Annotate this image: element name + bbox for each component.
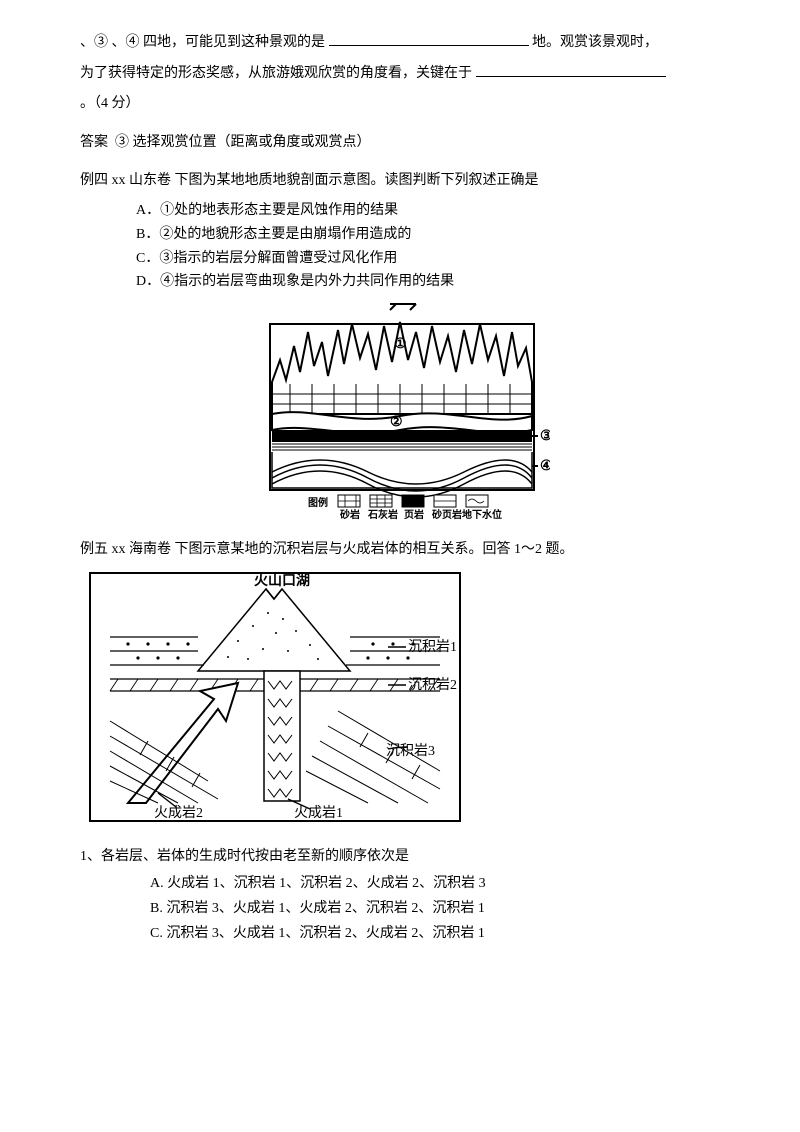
ex4-heading: 例四 xx 山东卷 下图为某地地质地貌剖面示意图。读图判断下列叙述正确是 xyxy=(80,168,720,195)
svg-text:石灰岩: 石灰岩 xyxy=(367,508,398,520)
ex5-label-crater: 火山口湖 xyxy=(254,573,310,589)
ex5-figure-wrap: 火山口湖 xyxy=(88,571,720,838)
blank-2[interactable] xyxy=(476,61,666,76)
answer-text: ③ 选择观赏位置（距离或角度或观赏点） xyxy=(115,135,371,150)
ex5-q1: 1、各岩层、岩体的生成时代按由老至新的顺序依次是 A. 火成岩 1、沉积岩 1、… xyxy=(80,844,720,946)
ex5-label-ign1: 火成岩1 xyxy=(294,805,343,821)
ex5-figure: 火山口湖 xyxy=(88,571,466,827)
ex4-option-d[interactable]: D．④指示的岩层弯曲现象是内外力共同作用的结果 xyxy=(136,270,720,294)
ex5-q1-option-a[interactable]: A. 火成岩 1、沉积岩 1、沉积岩 2、火成岩 2、沉积岩 3 xyxy=(150,871,720,896)
ex4-option-c[interactable]: C．③指示的岩层分解面曾遭受过风化作用 xyxy=(136,247,720,271)
ex5-q1-option-c[interactable]: C. 沉积岩 3、火成岩 1、沉积岩 2、火成岩 2、沉积岩 1 xyxy=(150,921,720,946)
answer-block: 答案 ③ 选择观赏位置（距离或角度或观赏点） xyxy=(80,130,720,157)
intro-text-2a: 为了获得特定的形态奖感，从旅游娥观欣赏的角度看，关键在于 xyxy=(80,66,472,81)
svg-text:砂页岩: 砂页岩 xyxy=(431,508,462,520)
ex4-marker-3: ③ xyxy=(540,429,550,444)
svg-text:地下水位: 地下水位 xyxy=(462,508,502,520)
ex4-option-b[interactable]: B．②处的地貌形态主要是由崩塌作用造成的 xyxy=(136,223,720,247)
ex5-label-sed2: 沉积岩2 xyxy=(408,677,457,693)
intro-line-2: 为了获得特定的形态奖感，从旅游娥观欣赏的角度看，关键在于 xyxy=(80,61,720,88)
intro-text-1a: 、③ 、④ 四地，可能见到这种景观的是 xyxy=(80,35,325,50)
ex5-label-ign2: 火成岩2 xyxy=(154,805,203,821)
intro-text-1b: 地。观赏该景观时， xyxy=(532,35,658,50)
ex5-label-sed3: 沉积岩3 xyxy=(386,743,435,759)
ex4-option-a[interactable]: A．①处的地表形态主要是风蚀作用的结果 xyxy=(136,199,720,223)
svg-text:砂岩: 砂岩 xyxy=(339,508,360,520)
answer-label: 答案 xyxy=(80,135,108,150)
ex5-label-sed1: 沉积岩1 xyxy=(408,639,457,655)
ex5-q1-option-b[interactable]: B. 沉积岩 3、火成岩 1、火成岩 2、沉积岩 2、沉积岩 1 xyxy=(150,896,720,921)
ex4-marker-4: ④ xyxy=(540,459,550,474)
ex5-q1-stem: 1、各岩层、岩体的生成时代按由老至新的顺序依次是 xyxy=(80,844,720,871)
svg-text:页岩: 页岩 xyxy=(404,508,424,520)
ex4-figure: ① ② ③ ④ 图例 砂岩 石灰岩 页岩 砂页岩 地下水位 xyxy=(250,302,550,520)
ex4-figure-wrap: ① ② ③ ④ 图例 砂岩 石灰岩 页岩 砂页岩 地下水位 xyxy=(80,302,720,531)
intro-line-3: 。（4 分） xyxy=(80,91,720,118)
ex4-marker-1: ① xyxy=(394,337,407,352)
ex4-options: A．①处的地表形态主要是风蚀作用的结果 B．②处的地貌形态主要是由崩塌作用造成的… xyxy=(80,199,720,294)
blank-1[interactable] xyxy=(329,31,529,46)
ex5-heading: 例五 xx 海南卷 下图示意某地的沉积岩层与火成岩体的相互关系。回答 1～2 题… xyxy=(80,537,720,564)
intro-line-1: 、③ 、④ 四地，可能见到这种景观的是 地。观赏该景观时， xyxy=(80,30,720,57)
ex4-marker-2: ② xyxy=(390,415,403,430)
intro-text-3: 。（4 分） xyxy=(80,96,140,111)
ex4-legend-title: 图例 xyxy=(308,496,328,509)
